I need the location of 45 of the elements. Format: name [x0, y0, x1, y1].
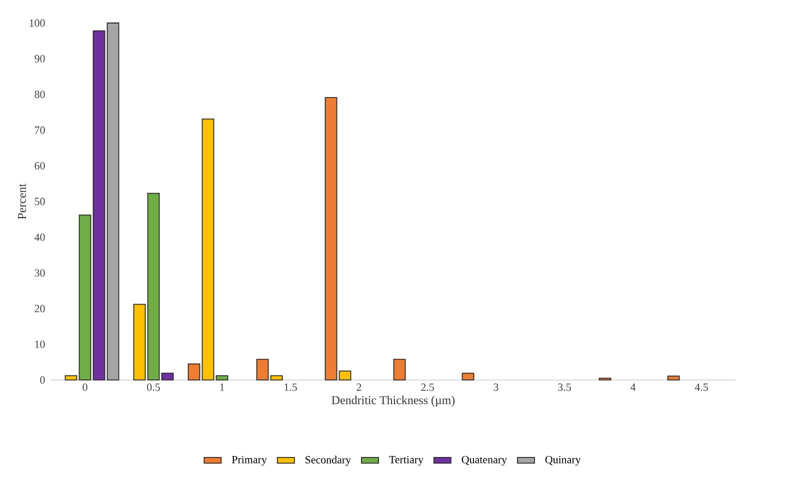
y-tick-label: 0: [40, 376, 45, 384]
legend-label: Primary: [232, 456, 267, 466]
bar: [216, 375, 228, 380]
bar: [188, 363, 200, 380]
bar: [161, 372, 174, 380]
legend-label: Tertiary: [389, 456, 424, 466]
legend-label: Quinary: [545, 456, 581, 466]
bar: [667, 376, 680, 380]
x-tick-label: 2.5: [421, 384, 434, 391]
y-tick-label: 40: [34, 233, 45, 241]
x-tick-label: 2: [356, 384, 362, 391]
bar: [270, 375, 283, 380]
bar: [133, 304, 146, 380]
y-tick-label: 20: [34, 304, 45, 312]
bar: [64, 375, 78, 380]
y-tick-label: 80: [34, 90, 45, 98]
y-tick-label: 50: [34, 198, 45, 206]
legend-label: Quatenary: [462, 456, 507, 466]
y-tick-label: 90: [34, 54, 45, 62]
y-tick-label: 100: [30, 19, 45, 27]
bar: [324, 97, 338, 380]
bar: [106, 22, 120, 380]
bar: [462, 372, 474, 380]
y-axis-title: Percent: [18, 184, 26, 220]
y-tick-label: 10: [35, 340, 45, 348]
bar: [92, 30, 106, 380]
bar: [393, 358, 406, 380]
bar: [78, 214, 92, 380]
y-tick-label: 30: [34, 269, 45, 277]
x-tick-label: 4: [630, 384, 636, 391]
bar: [202, 118, 214, 380]
x-tick-label: 0: [82, 384, 88, 391]
x-tick-label: 1.5: [284, 384, 297, 391]
x-tick-label: 3: [494, 384, 498, 391]
bar: [338, 370, 352, 380]
y-tick-label: 60: [34, 162, 45, 170]
x-tick-label: 3.5: [558, 384, 571, 391]
x-tick-label: 4.5: [694, 384, 708, 391]
bar: [147, 192, 160, 380]
bar: [256, 358, 269, 380]
x-tick-label: 0.5: [147, 384, 160, 391]
x-axis-title: Dendritic Thickness (µm): [332, 396, 455, 407]
legend-label: Secondary: [306, 456, 352, 466]
y-tick-label: 70: [35, 126, 45, 134]
x-tick-label: 1: [220, 384, 224, 391]
